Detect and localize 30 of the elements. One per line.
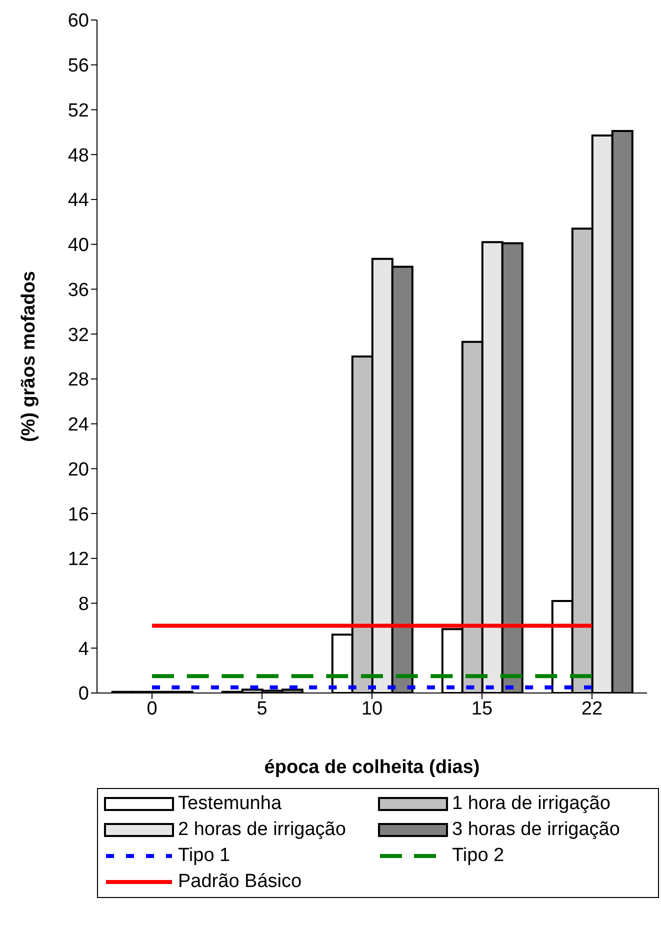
x-tick-label: 22 xyxy=(581,698,603,720)
y-tick-label: 16 xyxy=(68,504,89,526)
legend-label: Padrão Básico xyxy=(178,871,302,893)
x-tick-label: 5 xyxy=(256,698,268,720)
legend-label: 1 hora de irrigação xyxy=(452,793,610,815)
legend-label: Tipo 2 xyxy=(452,845,504,867)
x-tick-label: 15 xyxy=(471,698,493,720)
legend-label: 3 horas de irrigação xyxy=(452,819,620,841)
y-tick-label: 32 xyxy=(68,324,89,346)
y-axis-title: (%) grãos mofados xyxy=(18,270,40,442)
y-tick-label: 56 xyxy=(68,56,89,77)
y-tick-label: 36 xyxy=(68,280,89,301)
y-tick-label: 0 xyxy=(78,684,89,705)
x-axis-title: época de colheita (dias) xyxy=(264,757,480,778)
legend-label: Testemunha xyxy=(178,793,282,815)
y-tick-label: 24 xyxy=(68,414,90,436)
y-tick-label: 12 xyxy=(68,549,89,570)
x-tick-label: 0 xyxy=(146,698,158,720)
y-tick-label: 48 xyxy=(68,145,89,166)
y-tick-label: 4 xyxy=(78,638,90,660)
y-tick-label: 44 xyxy=(68,190,90,212)
legend-label: Tipo 1 xyxy=(178,845,230,867)
y-tick-label: 52 xyxy=(68,100,89,122)
y-tick-label: 8 xyxy=(78,594,89,616)
y-tick-label: 40 xyxy=(68,235,89,256)
x-tick-label: 10 xyxy=(361,698,383,720)
y-tick-label: 20 xyxy=(68,459,89,480)
legend-label: 2 horas de irrigação xyxy=(178,819,346,841)
y-tick-label: 60 xyxy=(68,10,89,32)
y-tick-label: 28 xyxy=(68,370,89,391)
